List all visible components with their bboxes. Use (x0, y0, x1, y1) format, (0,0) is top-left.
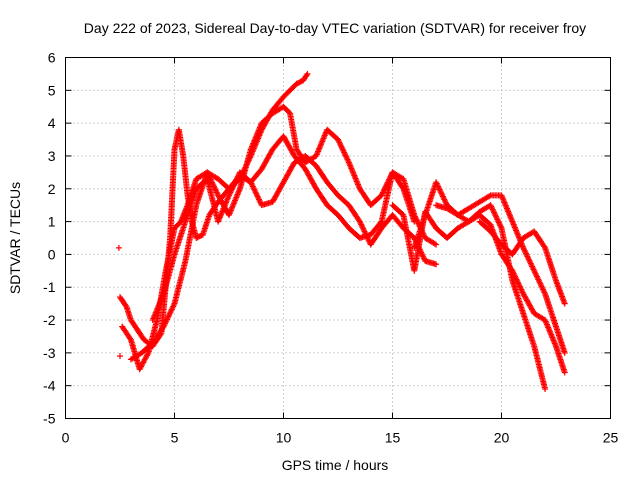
x-tick-labels: 0 5 10 15 20 25 (62, 430, 619, 446)
y-tick-label: -4 (43, 378, 56, 394)
data-point (542, 385, 549, 392)
data-point (433, 241, 440, 248)
data-point (293, 80, 300, 87)
track-marker (297, 78, 304, 85)
x-axis-label: GPS time / hours (282, 457, 389, 473)
y-tick-label: 2 (48, 181, 56, 197)
y-tick-label: 4 (48, 115, 56, 131)
track-marker (541, 243, 548, 250)
track-marker (294, 80, 301, 87)
y-tick-label: -2 (43, 312, 56, 328)
y-tick-label: -1 (43, 279, 56, 295)
data-point (115, 244, 122, 251)
y-tick-label: -5 (43, 411, 56, 427)
track-marker (303, 72, 310, 79)
x-tick-label: 5 (171, 430, 179, 446)
data-point (561, 300, 568, 307)
track-marker (127, 335, 134, 342)
data-point (193, 235, 200, 241)
y-tick-label: 1 (48, 214, 56, 230)
plot-frame (65, 57, 611, 419)
track-marker (195, 233, 202, 240)
y-tick-labels: -5 -4 -3 -2 -1 0 1 2 3 4 5 6 (43, 50, 56, 427)
chart-title: Day 222 of 2023, Sidereal Day-to-day VTE… (84, 20, 586, 36)
track-marker (194, 234, 201, 241)
data-point (561, 349, 568, 356)
track-marker (296, 79, 303, 86)
x-tick-label: 15 (385, 430, 401, 446)
y-tick-label: 0 (48, 246, 56, 262)
data-points (115, 70, 568, 392)
data-point (117, 353, 123, 360)
track-marker (431, 240, 438, 247)
y-tick-label: 5 (48, 82, 56, 98)
x-tick-label: 20 (494, 430, 510, 446)
track-marker (144, 351, 151, 358)
data-point (433, 261, 440, 268)
data-point (561, 369, 568, 376)
data-point (304, 70, 311, 77)
x-tick-label: 25 (603, 430, 619, 446)
y-axis-label: SDTVAR / TECUs (7, 182, 23, 294)
track-marker (197, 233, 204, 240)
y-tick-label: -3 (43, 345, 56, 361)
track-marker (285, 109, 292, 116)
x-tick-label: 0 (62, 430, 70, 446)
x-tick-label: 10 (276, 430, 292, 446)
grid (65, 57, 611, 419)
y-tick-label: 6 (48, 50, 56, 66)
axis-ticks (65, 57, 611, 419)
track-marker (486, 193, 493, 200)
track-marker (122, 302, 129, 309)
y-tick-label: 3 (48, 148, 56, 164)
